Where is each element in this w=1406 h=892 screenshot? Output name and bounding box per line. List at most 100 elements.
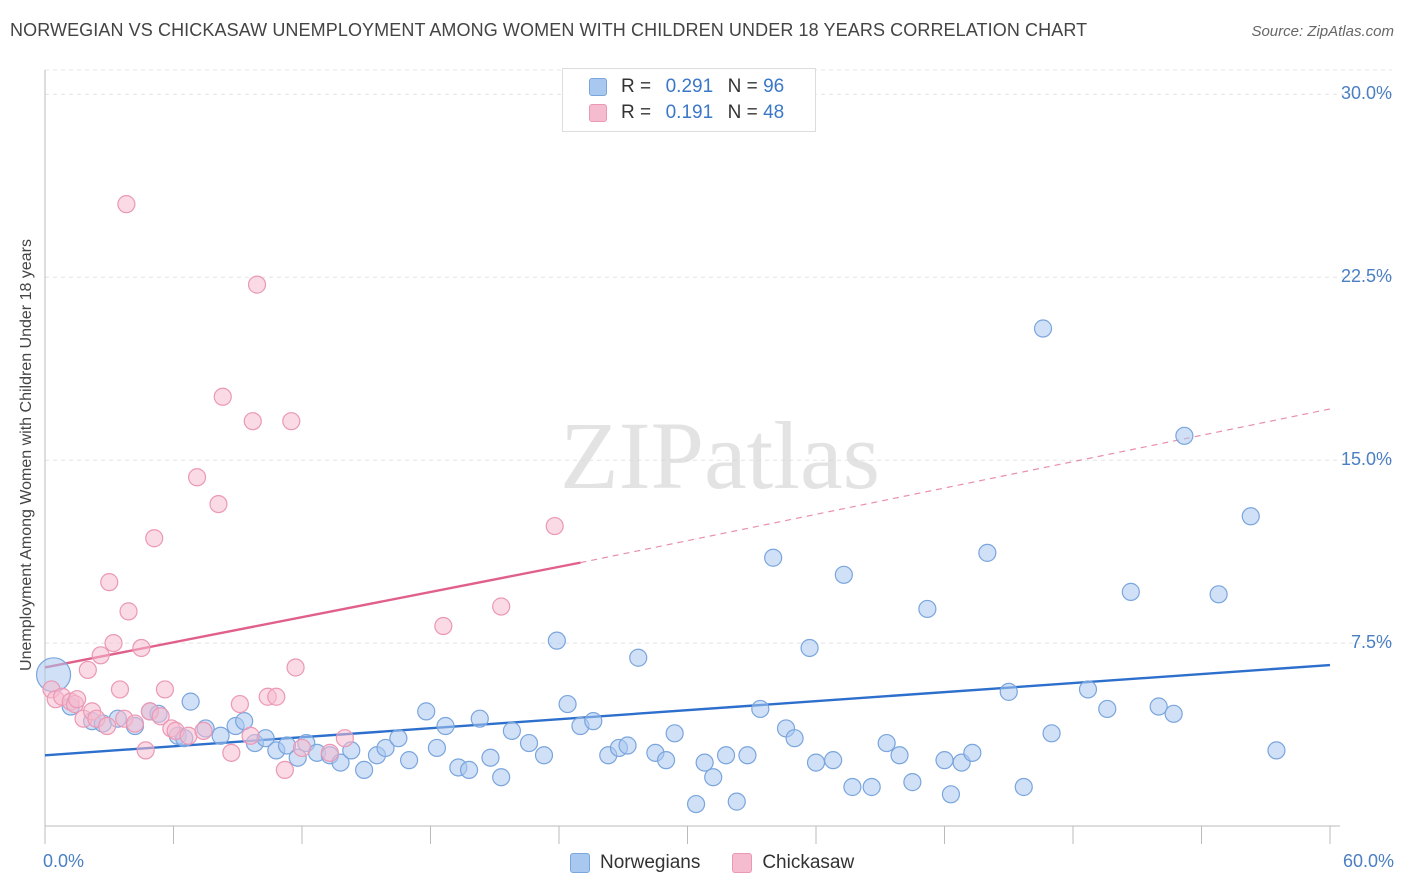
norwegian-point [427, 738, 447, 758]
norwegian-point [963, 743, 982, 762]
norwegian-point [481, 748, 500, 767]
norwegian-point [935, 751, 954, 770]
points-layer [35, 195, 1286, 814]
series-legend: Norwegians Chickasaw [570, 852, 886, 874]
norwegian-point [502, 721, 521, 740]
norwegian-point [1241, 507, 1260, 526]
norwegian-point [355, 760, 374, 780]
norwegian-point [547, 631, 566, 650]
norwegian-point [941, 785, 961, 804]
norwegian-point [785, 729, 804, 748]
chickasaw-point [209, 494, 228, 514]
axes-layer [44, 70, 1340, 844]
norwegian-point [436, 716, 455, 736]
norwegian-point [843, 777, 862, 797]
legend-n-value: 96 [763, 76, 785, 97]
norwegian-point [727, 792, 746, 811]
norwegian-point [534, 746, 554, 765]
chickasaw-point [78, 660, 97, 680]
norwegian-point [1014, 777, 1033, 797]
norwegian-point [918, 599, 937, 619]
chickasaw-point [545, 516, 564, 536]
norwegian-point [834, 565, 853, 584]
chickasaw-point [241, 726, 260, 745]
legend-swatch-chickasaw [589, 104, 607, 122]
norwegian-point [1033, 319, 1053, 338]
legend-row-norwegians: R = 0.291 N = 96 [589, 75, 784, 99]
norwegian-point [800, 638, 819, 658]
norwegian-point [417, 702, 436, 721]
legend-n-label: N = [727, 76, 758, 97]
series-legend-chickasaw[interactable]: Chickasaw [732, 852, 854, 874]
norwegian-point [181, 692, 200, 711]
norwegian-point [738, 746, 757, 765]
y-tick-label: 7.5% [1350, 632, 1392, 653]
norwegian-point [695, 753, 714, 772]
chickasaw-point [194, 721, 213, 740]
chickasaw-point [286, 658, 305, 677]
chickasaw-point [230, 694, 249, 714]
chickasaw-point [104, 633, 123, 653]
chickasaw-point [117, 195, 136, 214]
norwegian-point [1164, 704, 1183, 723]
series-swatch-norwegians [570, 853, 590, 873]
y-tick-label: 15.0% [1340, 449, 1392, 470]
chickasaw-point [136, 741, 155, 760]
norwegian-point [1078, 680, 1098, 699]
chickasaw-point [100, 573, 119, 592]
chickasaw-point [91, 646, 110, 665]
chickasaw-point [151, 707, 170, 726]
chart-title: NORWEGIAN VS CHICKASAW UNEMPLOYMENT AMON… [10, 20, 1088, 40]
norwegian-point [999, 682, 1018, 701]
chickasaw-point [213, 387, 232, 406]
norwegian-point [806, 753, 826, 772]
chickasaw-point [320, 743, 339, 762]
chickasaw-point [110, 680, 130, 699]
chart-source: Source: ZipAtlas.com [1251, 23, 1394, 40]
norwegian-point [1121, 582, 1140, 601]
norwegian-point [618, 736, 637, 755]
norwegian-point [764, 548, 783, 567]
chickasaw-point [125, 714, 145, 733]
y-tick-label: 30.0% [1340, 83, 1392, 104]
norwegian-point [1098, 699, 1117, 719]
chickasaw-point [98, 716, 117, 736]
chickasaw-point [492, 597, 511, 616]
norwegian-point [389, 729, 408, 748]
legend-r-label: R = [621, 76, 652, 97]
legend-swatch-norwegians [589, 78, 607, 96]
norwegian-point [211, 726, 230, 745]
legend-r-value: 0.291 [665, 76, 714, 97]
chickasaw-point [132, 638, 151, 658]
chickasaw-point [187, 468, 207, 487]
legend-n-label: N = [727, 102, 758, 123]
norwegian-point [978, 543, 997, 562]
watermark: ZIPatlas [560, 402, 880, 509]
chickasaw-point [155, 680, 175, 699]
chickasaw-point [282, 412, 301, 431]
norwegian-point [903, 773, 922, 792]
norwegian-point [665, 724, 684, 743]
chickasaw-point [275, 760, 294, 780]
chickasaw-point [247, 275, 267, 294]
norwegian-point [376, 738, 395, 758]
chickasaw-point [68, 690, 87, 709]
norwegian-point [584, 712, 603, 731]
legend-n-value: 48 [763, 102, 785, 123]
y-tick-label: 22.5% [1340, 266, 1392, 287]
series-legend-norwegians[interactable]: Norwegians [570, 852, 700, 874]
norwegian-point [704, 768, 723, 787]
norwegian-point [751, 699, 770, 719]
chickasaw-point [243, 412, 262, 431]
norwegian-point [824, 751, 843, 770]
norwegian-point [1175, 426, 1194, 445]
series-label-chickasaw: Chickasaw [762, 852, 855, 873]
correlation-legend: R = 0.291 N = 96 R = 0.191 N = 48 [562, 68, 816, 132]
norwegian-point [877, 733, 896, 753]
legend-row-chickasaw: R = 0.191 N = 48 [589, 101, 784, 125]
norwegian-point [470, 709, 489, 728]
norwegian-point [716, 746, 736, 765]
norwegian-point [862, 777, 881, 797]
x-tick-label: 60.0% [1342, 851, 1394, 871]
